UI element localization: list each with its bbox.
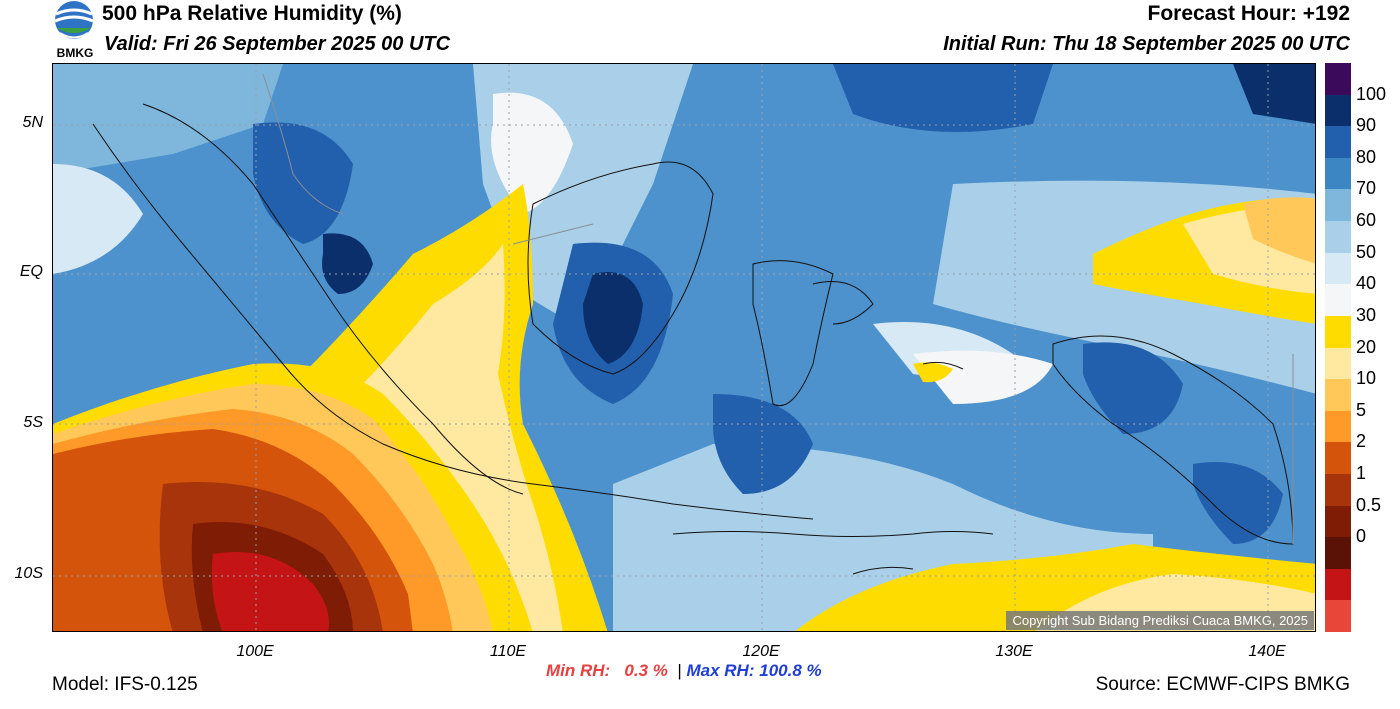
- colorbar-label: 60: [1356, 210, 1377, 231]
- copyright-notice: Copyright Sub Bidang Prediksi Cuaca BMKG…: [1006, 611, 1314, 630]
- min-rh-label: Min RH:: [546, 661, 611, 680]
- max-rh-label: Max RH:: [686, 661, 755, 680]
- colorbar-segment: [1325, 568, 1351, 601]
- forecast-hour: Forecast Hour: +192: [1147, 2, 1351, 25]
- rh-stats: Min RH: 0.3 % | Max RH: 100.8 %: [546, 661, 822, 681]
- stats-separator: |: [677, 661, 682, 680]
- bmkg-logo: [50, 0, 98, 62]
- colorbar-label: 10: [1356, 368, 1377, 389]
- model-label: Model: IFS-0.125: [52, 674, 198, 695]
- colorbar-label: 2: [1356, 431, 1367, 452]
- colorbar-segment: [1325, 537, 1351, 570]
- colorbar-segment: [1325, 189, 1351, 222]
- colorbar-segment: [1325, 442, 1351, 475]
- colorbar-label: 100: [1356, 83, 1387, 104]
- colorbar-segment: [1325, 600, 1351, 633]
- colorbar-label: 70: [1356, 178, 1377, 199]
- initial-run: Initial Run: Thu 18 September 2025 00 UT…: [943, 33, 1350, 55]
- colorbar-segment: [1325, 221, 1351, 254]
- max-rh-value: 100.8 %: [759, 661, 822, 680]
- min-rh-value: 0.3 %: [624, 661, 668, 680]
- chart-title: 500 hPa Relative Humidity (%): [102, 2, 402, 25]
- colorbar-label: 1: [1356, 462, 1367, 483]
- logo-text: BMKG: [56, 46, 94, 60]
- colorbar-segment: [1325, 157, 1351, 190]
- colorbar-segment: [1325, 63, 1351, 96]
- source-label: Source: ECMWF-CIPS BMKG: [1095, 674, 1350, 695]
- lon-label: 110E: [489, 643, 527, 660]
- colorbar-label: 30: [1356, 304, 1377, 325]
- lat-label: 5N: [22, 114, 43, 131]
- colorbar-segment: [1325, 252, 1351, 285]
- colorbar: [1325, 63, 1351, 633]
- colorbar-label: 5: [1356, 399, 1367, 420]
- colorbar-segment: [1325, 379, 1351, 412]
- colorbar-label: 0: [1356, 526, 1367, 547]
- humidity-map[interactable]: [52, 63, 1316, 632]
- lat-label: 5S: [23, 414, 43, 431]
- colorbar-segment: [1325, 315, 1351, 348]
- colorbar-label: 0.5: [1356, 494, 1382, 515]
- lon-label: 100E: [236, 643, 274, 660]
- lat-label: EQ: [19, 263, 43, 280]
- colorbar-segment: [1325, 410, 1351, 443]
- colorbar-segment: [1325, 126, 1351, 159]
- colorbar-segment: [1325, 473, 1351, 507]
- colorbar-label: 40: [1356, 273, 1377, 294]
- valid-time: Valid: Fri 26 September 2025 00 UTC: [104, 33, 451, 55]
- colorbar-label: 80: [1356, 146, 1377, 167]
- colorbar-label: 50: [1356, 241, 1377, 262]
- colorbar-segment: [1325, 347, 1351, 380]
- colorbar-label: 20: [1356, 336, 1377, 357]
- colorbar-segment: [1325, 505, 1351, 538]
- colorbar-label: 90: [1356, 115, 1377, 136]
- colorbar-segment: [1325, 94, 1351, 127]
- lon-label: 130E: [995, 643, 1033, 660]
- lon-label: 120E: [742, 643, 780, 660]
- lat-label: 10S: [14, 565, 43, 582]
- lon-label: 140E: [1248, 643, 1286, 660]
- colorbar-segment: [1325, 284, 1351, 317]
